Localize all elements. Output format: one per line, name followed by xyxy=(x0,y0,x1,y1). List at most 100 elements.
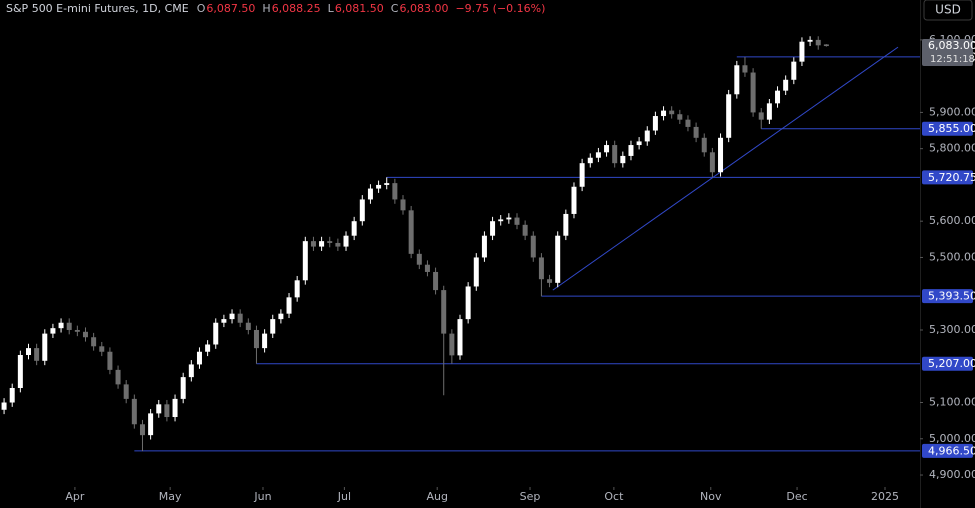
candle-body xyxy=(310,241,316,247)
candle-body xyxy=(823,44,829,47)
candle-body xyxy=(286,297,292,314)
x-tick-label: Jul xyxy=(337,490,351,503)
candle-body xyxy=(74,329,80,332)
candle-body xyxy=(319,241,325,247)
chart-title: S&P 500 E-mini Futures, 1D, CME xyxy=(6,2,189,15)
candle-body xyxy=(107,351,113,370)
candle-body xyxy=(726,94,732,138)
level-label: 4,966.50 xyxy=(928,444,975,457)
candle-body xyxy=(343,235,349,247)
candle-body xyxy=(188,364,194,378)
candle-body xyxy=(555,235,561,283)
candle-body xyxy=(465,286,471,320)
level-label-box xyxy=(922,356,973,371)
candle-body xyxy=(441,290,447,334)
candle-body xyxy=(498,219,504,222)
candle-body xyxy=(221,319,227,323)
candle-body xyxy=(775,90,781,104)
candle-body xyxy=(514,217,520,225)
candle-body xyxy=(376,184,382,189)
candle-body xyxy=(294,280,300,298)
level-label: 5,207.00 xyxy=(928,357,975,370)
change: −9.75 (−0.16%) xyxy=(455,2,545,15)
candle-body xyxy=(815,39,821,46)
level-label-box xyxy=(922,170,973,185)
x-tick-label: Aug xyxy=(426,490,447,503)
candle-body xyxy=(522,224,528,236)
level-label-box xyxy=(922,443,973,458)
candle-body xyxy=(547,279,553,283)
candle-body xyxy=(604,145,610,153)
candle-body xyxy=(115,369,121,385)
candle-body xyxy=(1,402,7,410)
currency-button[interactable] xyxy=(923,0,973,21)
candle-body xyxy=(42,333,48,361)
candle-body xyxy=(9,388,15,403)
candle-body xyxy=(424,264,430,272)
countdown: 12:51:18 xyxy=(930,54,975,65)
candle-body xyxy=(783,79,789,91)
y-tick-label: 5,000.00 xyxy=(929,432,975,445)
candle-body xyxy=(131,398,137,425)
level-label: 5,855.00 xyxy=(928,122,975,135)
candle-body xyxy=(17,355,23,389)
candle-body xyxy=(245,322,251,330)
level-label: 5,393.50 xyxy=(928,290,975,303)
ohlc-key: O xyxy=(197,2,206,15)
candle-body xyxy=(58,322,64,329)
x-tick-label: Sep xyxy=(520,490,541,503)
currency[interactable]: USD xyxy=(935,3,961,17)
candle-body xyxy=(237,313,243,323)
ohlc-value: 6,081.50 xyxy=(335,2,384,15)
candle-body xyxy=(180,377,186,399)
candle-body xyxy=(490,221,496,236)
y-tick-label: 5,900.00 xyxy=(929,105,975,118)
candle-body xyxy=(327,241,333,243)
candle-body xyxy=(734,65,740,95)
candle-body xyxy=(530,235,536,258)
candle-body xyxy=(262,333,268,349)
candle-body xyxy=(799,41,805,62)
candle-body xyxy=(636,141,642,146)
candle-body xyxy=(652,116,658,131)
candle-body xyxy=(457,319,463,356)
candle-body xyxy=(82,331,88,338)
candle-body xyxy=(750,72,756,113)
candle-body xyxy=(538,257,544,280)
candle-body xyxy=(628,145,634,156)
trendline xyxy=(552,46,899,291)
x-tick-label: Nov xyxy=(700,490,722,503)
candle-body xyxy=(612,145,618,164)
candle-body xyxy=(620,155,626,164)
candle-body xyxy=(164,404,170,418)
x-tick-label: 2025 xyxy=(871,490,899,503)
ohlc-key: C xyxy=(391,2,399,15)
candle-body xyxy=(758,112,764,120)
candle-body xyxy=(563,213,569,236)
x-tick-label: May xyxy=(159,490,182,503)
candle-body xyxy=(253,329,259,349)
candle-body xyxy=(693,126,699,138)
ohlc-value: 6,088.25 xyxy=(272,2,321,15)
candle-body xyxy=(587,157,593,164)
candle-body xyxy=(156,404,162,414)
candle-body xyxy=(677,114,683,120)
candle-body xyxy=(449,333,455,356)
candle-body xyxy=(213,322,219,345)
candle-body xyxy=(139,424,145,436)
candle-body xyxy=(25,348,31,356)
candle-body xyxy=(481,235,487,258)
y-tick-label: 5,800.00 xyxy=(929,142,975,155)
candle-body xyxy=(571,186,577,214)
y-tick-label: 5,500.00 xyxy=(929,250,975,263)
candle-body xyxy=(595,152,601,158)
x-tick-label: Jun xyxy=(253,490,271,503)
candle-body xyxy=(123,384,129,399)
candle-body xyxy=(392,183,398,200)
candle-body xyxy=(661,110,667,117)
last-price-label: 6,083.00 xyxy=(928,39,975,52)
x-tick-label: Dec xyxy=(786,490,807,503)
candle-body xyxy=(34,348,40,361)
